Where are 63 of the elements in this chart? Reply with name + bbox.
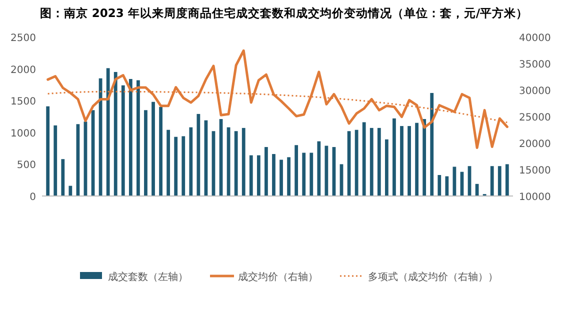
bar [370, 128, 374, 196]
bar [249, 155, 253, 196]
bar [242, 128, 246, 196]
y2-tick-label: 20000 [519, 139, 551, 150]
chart-title: 图：南京 2023 年以来周度商品住宅成交套数和成交均价变动情况（单位：套，元/平方米） [40, 6, 528, 20]
y-tick-label: 1000 [10, 128, 36, 140]
bar [256, 155, 260, 196]
bar [294, 145, 298, 196]
bar [46, 106, 50, 196]
legend-label: 成交套数（左轴） [108, 271, 188, 283]
bar [392, 118, 396, 196]
bar [287, 157, 290, 196]
line-series [46, 49, 508, 150]
bar [128, 78, 132, 196]
bar [377, 128, 381, 196]
bar [182, 136, 186, 196]
bar [362, 122, 366, 196]
y-tick-label: 2000 [10, 64, 36, 76]
legend-label: 多项式（成交均价（右轴）） [368, 271, 498, 283]
y2-tick-label: 15000 [519, 166, 551, 176]
bar [264, 147, 268, 196]
bar [384, 139, 388, 196]
bar [408, 126, 411, 196]
bar [106, 68, 110, 196]
bar [114, 72, 118, 196]
bar [68, 186, 72, 196]
bar [159, 106, 162, 196]
bar [438, 175, 442, 196]
bar [505, 164, 509, 196]
bar [498, 166, 502, 196]
y-tick-label: 0 [30, 192, 36, 203]
bar [430, 92, 434, 196]
bar [354, 130, 358, 196]
y2-tick-label: 35000 [519, 60, 551, 70]
bar [317, 141, 321, 196]
bar [61, 159, 65, 196]
y-tick-label: 2500 [10, 33, 36, 44]
bar [272, 154, 276, 196]
y-tick-label: 500 [16, 160, 36, 172]
bar [121, 85, 125, 196]
y2-tick-label: 40000 [519, 33, 551, 44]
y2-tick-label: 30000 [519, 86, 551, 97]
bar [302, 152, 306, 196]
bar [310, 152, 314, 196]
bar [144, 110, 148, 196]
bar [196, 114, 200, 196]
bar [166, 130, 170, 196]
bar [415, 122, 418, 196]
bar [445, 176, 449, 196]
bar [152, 102, 155, 196]
bar [490, 166, 494, 196]
bar [234, 131, 238, 196]
bar [174, 136, 178, 196]
legend-label: 成交均价（右轴） [238, 271, 318, 283]
bar [54, 125, 58, 196]
bar [400, 126, 404, 196]
bar [136, 80, 140, 196]
y2-tick-label: 25000 [519, 112, 551, 124]
y-tick-label: 1500 [10, 96, 36, 108]
bar [280, 160, 283, 196]
bar [422, 119, 426, 196]
bar [189, 127, 193, 196]
y2-tick-label: 10000 [519, 192, 551, 203]
